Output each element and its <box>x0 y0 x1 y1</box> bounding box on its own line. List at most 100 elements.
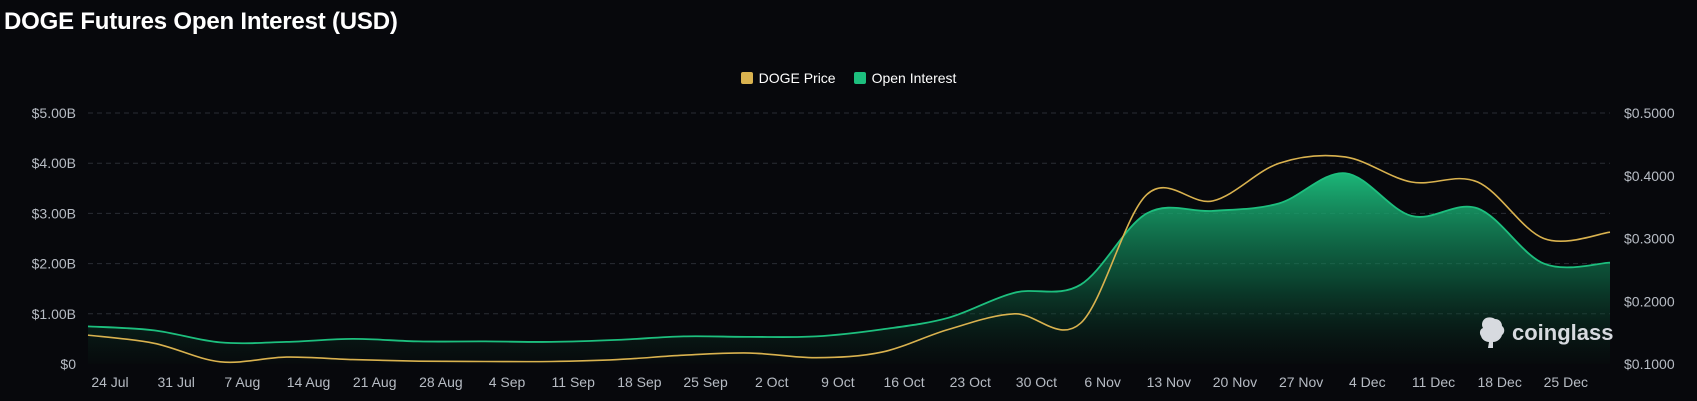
open-interest-point <box>1410 215 1412 217</box>
y-left-tick-label: $4.00B <box>32 155 76 171</box>
x-tick-label: 18 Sep <box>617 374 662 390</box>
doge-price-point <box>1344 156 1346 158</box>
open-interest-fill <box>88 173 1610 364</box>
doge-price-point <box>815 357 817 359</box>
doge-price-point <box>749 352 751 354</box>
coinglass-logo-icon <box>1479 317 1505 348</box>
legend-label-open-interest: Open Interest <box>871 70 957 86</box>
doge-price-point <box>947 328 949 330</box>
x-tick-label: 20 Nov <box>1213 374 1257 390</box>
doge-price-point <box>1476 181 1478 183</box>
doge-price-point <box>1543 237 1545 239</box>
open-interest-point <box>87 325 89 327</box>
open-interest-area <box>88 173 1610 364</box>
open-interest-point <box>484 340 486 342</box>
open-interest-point <box>1146 212 1148 214</box>
legend-swatch-open-interest <box>853 72 866 84</box>
x-tick-label: 30 Oct <box>1016 374 1057 390</box>
y-right-tick-label: $0.2000 <box>1624 293 1675 309</box>
x-tick-label: 24 Jul <box>91 374 128 390</box>
y-axis-left: $0 $1.00B $2.00B $3.00B $4.00B $5.00B <box>32 105 77 372</box>
doge-price-point <box>87 334 89 336</box>
open-interest-line <box>87 172 1611 345</box>
y-left-tick-label: $0 <box>60 356 76 372</box>
legend-item-open-interest[interactable]: Open Interest <box>853 70 957 86</box>
coinglass-watermark: coinglass <box>1478 316 1613 350</box>
legend: DOGE Price Open Interest <box>0 70 1697 86</box>
doge-price-point <box>1079 322 1081 324</box>
open-interest-point <box>550 341 552 343</box>
x-axis: 24 Jul 31 Jul 7 Aug 14 Aug 21 Aug 28 Aug 4 Sep… <box>91 374 1588 390</box>
legend-label-price: DOGE Price <box>758 70 836 86</box>
open-interest-point <box>1013 292 1015 294</box>
open-interest-point <box>881 328 883 330</box>
watermark-text: coinglass <box>1512 320 1614 345</box>
doge-price-point <box>550 360 552 362</box>
open-interest-point <box>1543 262 1545 264</box>
grid-lines <box>88 112 1610 315</box>
y-right-tick-label: $0.3000 <box>1624 231 1675 247</box>
x-tick-label: 28 Aug <box>419 374 463 390</box>
open-interest-point <box>1278 202 1280 204</box>
open-interest-point <box>1079 283 1081 285</box>
open-interest-point <box>1476 207 1478 209</box>
x-tick-label: 16 Oct <box>883 374 924 390</box>
doge-price-line <box>87 154 1611 364</box>
x-tick-label: 25 Sep <box>683 374 728 390</box>
y-left-tick-label: $3.00B <box>32 205 76 221</box>
open-interest-point <box>616 339 618 341</box>
open-interest-point <box>418 340 420 342</box>
x-tick-label: 13 Nov <box>1147 374 1191 390</box>
x-tick-label: 7 Aug <box>224 374 260 390</box>
doge-price-point <box>1013 313 1015 315</box>
y-axis-right: $0.1000 $0.2000 $0.3000 $0.4000 $0.5000 <box>1624 105 1675 372</box>
doge-price-point <box>1410 181 1412 183</box>
open-interest-point <box>285 341 287 343</box>
legend-item-price[interactable]: DOGE Price <box>740 70 836 86</box>
doge-price-point <box>1278 162 1280 164</box>
series-lines <box>87 154 1611 364</box>
open-interest-point <box>1212 210 1214 212</box>
x-tick-label: 25 Dec <box>1544 374 1588 390</box>
doge-price-point <box>1146 193 1148 195</box>
x-tick-label: 18 Dec <box>1477 374 1521 390</box>
x-tick-label: 14 Aug <box>287 374 331 390</box>
open-interest-point <box>682 335 684 337</box>
open-interest-point <box>219 341 221 343</box>
open-interest-point <box>1609 261 1611 263</box>
doge-price-point <box>351 358 353 360</box>
x-tick-label: 4 Dec <box>1349 374 1386 390</box>
x-tick-label: 2 Oct <box>755 374 789 390</box>
y-right-tick-label: $0.1000 <box>1624 356 1675 372</box>
open-interest-point <box>947 317 949 319</box>
x-tick-label: 21 Aug <box>353 374 397 390</box>
legend-swatch-price <box>740 72 753 84</box>
x-tick-label: 11 Sep <box>552 374 596 390</box>
x-tick-label: 31 Jul <box>157 374 194 390</box>
y-right-tick-label: $0.4000 <box>1624 168 1675 184</box>
open-interest-point <box>351 338 353 340</box>
x-tick-label: 6 Nov <box>1084 374 1121 390</box>
doge-price-point <box>285 356 287 358</box>
x-tick-label: 4 Sep <box>489 374 526 390</box>
open-interest-point <box>749 336 751 338</box>
open-interest-point <box>1344 172 1346 174</box>
open-interest-point <box>815 335 817 337</box>
x-tick-label: 27 Nov <box>1279 374 1323 390</box>
doge-price-point <box>153 342 155 344</box>
doge-price-point <box>881 351 883 353</box>
doge-price-point <box>484 360 486 362</box>
open-interest-point <box>153 329 155 331</box>
y-left-tick-label: $5.00B <box>32 105 76 121</box>
doge-price-point <box>1212 200 1214 202</box>
y-right-tick-label: $0.5000 <box>1624 105 1675 121</box>
y-left-tick-label: $2.00B <box>32 256 76 272</box>
x-tick-label: 9 Oct <box>821 374 855 390</box>
y-left-tick-label: $1.00B <box>32 306 76 322</box>
x-tick-label: 11 Dec <box>1412 374 1455 390</box>
doge-price-point <box>418 360 420 362</box>
doge-price-point <box>616 358 618 360</box>
doge-price-point <box>219 361 221 363</box>
doge-price-point <box>1609 231 1611 233</box>
